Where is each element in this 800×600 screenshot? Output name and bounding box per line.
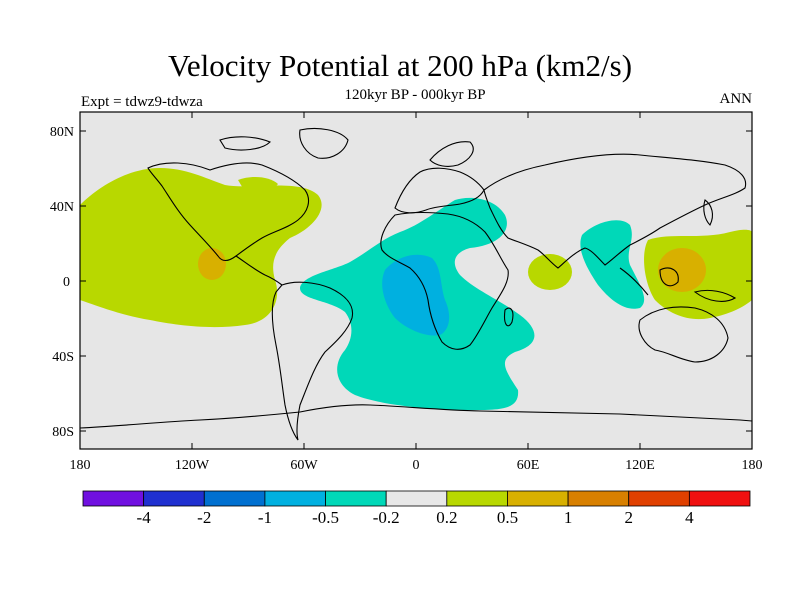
- map-title: Velocity Potential at 200 hPa (km2/s): [167, 48, 633, 83]
- coastline-new-guinea: [693, 289, 737, 302]
- colorbar-swatch: [264, 490, 326, 507]
- lon-label-180e: 180: [742, 458, 763, 473]
- lon-label-120w: 120W: [175, 458, 210, 473]
- lat-label-80n: 80N: [50, 125, 74, 140]
- coastline-sumatra: [619, 267, 649, 296]
- coastline-asia: [483, 153, 747, 269]
- colorbar-swatch: [325, 490, 387, 507]
- lon-label-120e: 120E: [625, 458, 655, 473]
- experiment-label: Expt = tdwz9-tdwza: [81, 94, 203, 110]
- coastline-arctic-islands: [219, 136, 271, 151]
- coastlines: [80, 127, 752, 441]
- contour-congo-core: [405, 259, 425, 273]
- colorbar-label: -0.2: [373, 508, 400, 527]
- colorbar-label: 4: [685, 508, 694, 527]
- lon-ticks: [79, 112, 753, 449]
- coastline-japan: [703, 199, 714, 226]
- colorbar-swatch: [446, 490, 508, 507]
- colorbar-label: -0.5: [312, 508, 339, 527]
- contour-fields: [80, 168, 752, 410]
- coastline-south-america: [271, 281, 354, 441]
- contour-congo-negative: [382, 254, 450, 336]
- colorbar-swatch: [628, 490, 690, 507]
- coastline-scandinavia: [429, 141, 474, 167]
- colorbar-swatch: [567, 490, 630, 507]
- contour-pacific-positive: [80, 168, 322, 328]
- map-subtitle: 120kyr BP - 000kyr BP: [344, 87, 486, 103]
- lon-label-60w: 60W: [290, 458, 318, 473]
- colorbar-label: 0.5: [497, 508, 518, 527]
- contour-asia-negative: [580, 220, 645, 309]
- coastline-greenland: [299, 127, 349, 159]
- lat-label-80s: 80S: [52, 425, 74, 440]
- coastline-africa: [380, 212, 509, 350]
- coastline-central-america: [235, 255, 283, 286]
- coastline-australia: [638, 306, 729, 363]
- lat-label-40s: 40S: [52, 350, 74, 365]
- colorbar-swatch: [203, 490, 266, 507]
- coastline-madagascar: [504, 307, 514, 327]
- colorbar-swatch: [143, 490, 205, 507]
- colorbar: -4 -2 -1 -0.5 -0.2 0.2 0.5 1 2 4: [82, 490, 751, 527]
- contour-westpac-orange: [658, 248, 706, 292]
- coastline-borneo: [659, 267, 679, 287]
- contour-indian-positive: [528, 254, 572, 290]
- lat-label-0: 0: [63, 275, 70, 290]
- lon-label-0: 0: [413, 458, 420, 473]
- lon-label-180w: 180: [70, 458, 91, 473]
- lon-label-60e: 60E: [517, 458, 540, 473]
- coastline-north-america: [147, 162, 310, 262]
- colorbar-swatch: [688, 490, 751, 507]
- colorbar-label: 0.2: [436, 508, 457, 527]
- colorbar-label: -1: [258, 508, 272, 527]
- lat-ticks: [80, 130, 752, 432]
- season-label: ANN: [719, 91, 753, 107]
- colorbar-label: 2: [624, 508, 633, 527]
- colorbar-label: -4: [137, 508, 152, 527]
- contour-pacific-positive-cap: [238, 176, 278, 192]
- colorbar-swatch: [385, 490, 448, 507]
- colorbar-label: -2: [197, 508, 211, 527]
- colorbar-swatch: [82, 490, 145, 507]
- lat-label-40n: 40N: [50, 200, 74, 215]
- colorbar-label: 1: [564, 508, 573, 527]
- contour-pacific-orange: [198, 248, 226, 280]
- colorbar-swatch: [507, 490, 569, 507]
- coastline-antarctica: [80, 404, 752, 429]
